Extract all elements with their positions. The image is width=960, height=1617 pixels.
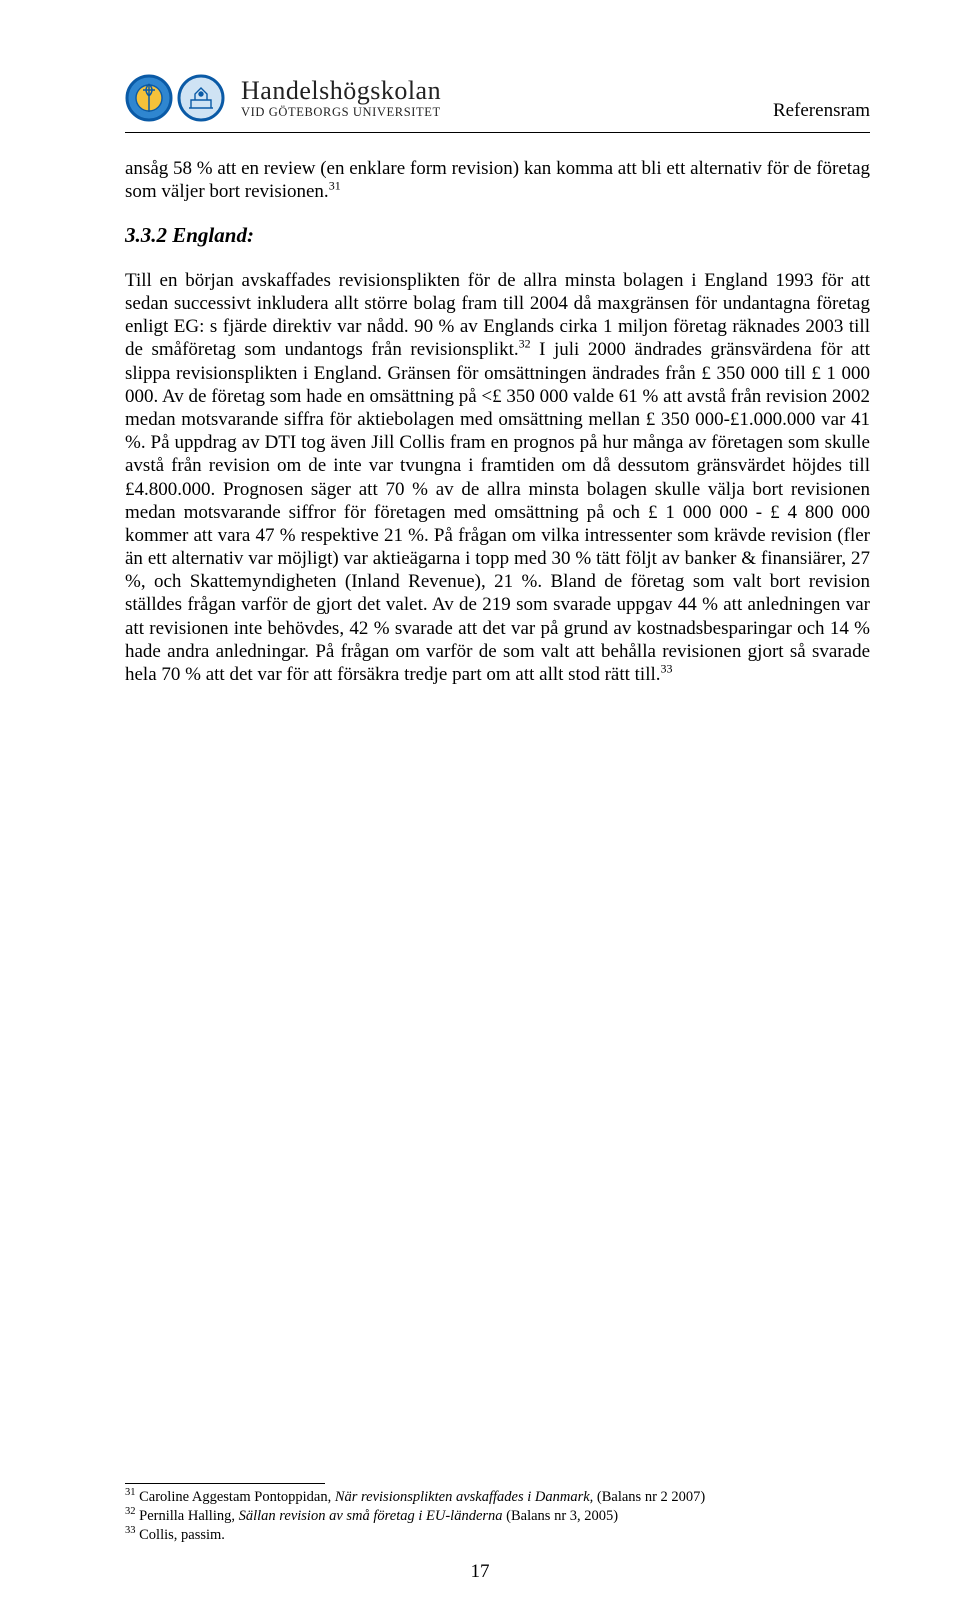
school-subtitle: VID GÖTEBORGS UNIVERSITET — [241, 106, 441, 119]
seal-right-icon — [177, 70, 225, 126]
footnote-num: 31 — [125, 1488, 136, 1499]
footnote-31: 31 Caroline Aggestam Pontoppidan, När re… — [125, 1488, 870, 1507]
paragraph-intro: ansåg 58 % att en review (en enklare for… — [125, 157, 870, 203]
school-name-block: Handelshögskolan VID GÖTEBORGS UNIVERSIT… — [241, 77, 441, 119]
footnote-33: 33 Collis, passim. — [125, 1526, 870, 1545]
para1-text: ansåg 58 % att en review (en enklare for… — [125, 158, 870, 202]
footnote-tail: (Balans nr 2 2007) — [593, 1489, 705, 1505]
section-heading: 3.3.2 England: — [125, 223, 870, 249]
footnote-ref-32: 32 — [519, 337, 531, 351]
footnote-text: Collis, passim. — [136, 1527, 225, 1543]
footnote-num: 33 — [125, 1525, 136, 1536]
footnote-title: Sällan revision av små företag i EU-länd… — [239, 1508, 503, 1524]
footnote-tail: (Balans nr 3, 2005) — [503, 1508, 619, 1524]
body-text: ansåg 58 % att en review (en enklare for… — [125, 157, 870, 686]
logo-pair — [125, 70, 225, 126]
footnote-ref-31: 31 — [329, 179, 341, 193]
paragraph-england: Till en början avskaffades revisionsplik… — [125, 269, 870, 686]
footnote-text: Caroline Aggestam Pontoppidan, — [136, 1489, 335, 1505]
footnote-ref-33: 33 — [661, 662, 673, 676]
para2-text-b: I juli 2000 ändrades gränsvärdena för at… — [125, 339, 870, 684]
footnote-num: 32 — [125, 1506, 136, 1517]
footnote-title: När revisionsplikten avskaffades i Danma… — [335, 1489, 593, 1505]
footnote-text: Pernilla Halling, — [136, 1508, 239, 1524]
footnote-rule — [125, 1483, 325, 1484]
logo-block: Handelshögskolan VID GÖTEBORGS UNIVERSIT… — [125, 70, 441, 126]
header-rule — [125, 132, 870, 133]
footnote-32: 32 Pernilla Halling, Sällan revision av … — [125, 1507, 870, 1526]
seal-left-icon — [125, 70, 173, 126]
page-container: Handelshögskolan VID GÖTEBORGS UNIVERSIT… — [0, 0, 960, 1617]
footnotes-block: 31 Caroline Aggestam Pontoppidan, När re… — [125, 1483, 870, 1545]
school-title: Handelshögskolan — [241, 77, 441, 104]
page-number: 17 — [0, 1561, 960, 1583]
page-header: Handelshögskolan VID GÖTEBORGS UNIVERSIT… — [125, 70, 870, 132]
section-corner-label: Referensram — [773, 100, 870, 126]
